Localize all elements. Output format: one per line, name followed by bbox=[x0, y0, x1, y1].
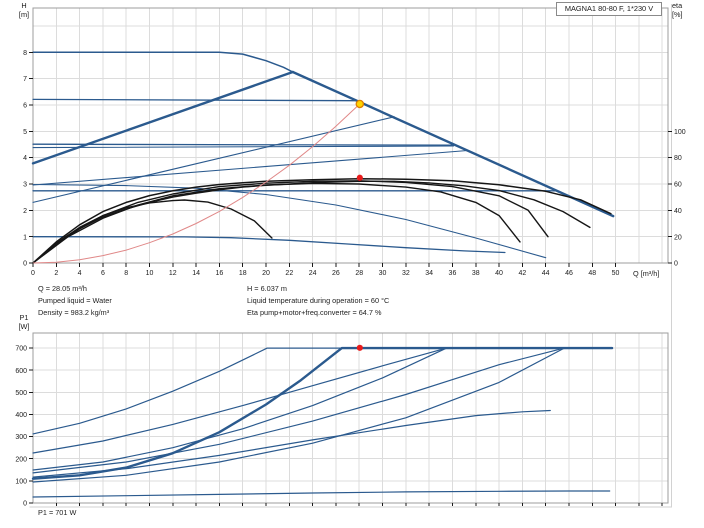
max-curve-rise bbox=[31, 70, 294, 165]
power-flow-chart: 0 100 200 300 400 500 600 700 bbox=[15, 332, 669, 508]
power-flow-chart-border bbox=[32, 332, 669, 504]
duty-head-readout: H = 6.037 m bbox=[247, 284, 287, 293]
power-curve-2 bbox=[32, 347, 343, 435]
eta-curve-3 bbox=[32, 182, 521, 264]
q-axis-label: Q [m³/h] bbox=[633, 269, 660, 278]
head-flow-chart-grid bbox=[33, 8, 668, 263]
tick-label: 30 bbox=[379, 270, 387, 277]
power-flow-ticks bbox=[29, 347, 663, 506]
tick-label: 42 bbox=[518, 270, 526, 277]
panel-outer-frame bbox=[29, 4, 672, 508]
eta-curve-5 bbox=[32, 180, 591, 264]
h-axis-label: H [m] bbox=[18, 1, 30, 19]
eta-point-marker[interactable] bbox=[356, 174, 363, 181]
tick-label: 700 bbox=[15, 346, 27, 353]
eta-curve-1 bbox=[32, 177, 612, 264]
power-max-curve bbox=[31, 346, 614, 480]
eta-total-readout: Eta pump+motor+freq.converter = 64.7 % bbox=[247, 308, 382, 317]
power-curve-4 bbox=[32, 347, 448, 471]
head-flow-chart-border bbox=[32, 7, 669, 264]
tick-label: 14 bbox=[192, 270, 200, 277]
eta-axis-label: eta [%] bbox=[672, 1, 683, 19]
tick-label: 4 bbox=[78, 270, 82, 277]
tick-label: 400 bbox=[15, 412, 27, 419]
power-curve-7 bbox=[32, 347, 565, 483]
tick-label: 600 bbox=[15, 368, 27, 375]
tick-label: 5 bbox=[23, 129, 27, 136]
tick-label: 40 bbox=[495, 270, 503, 277]
tick-label: 12 bbox=[169, 270, 177, 277]
power-curve-5 bbox=[32, 347, 565, 474]
const-pressure-4.5 bbox=[32, 143, 455, 146]
density-readout: Density = 983.2 kg/m³ bbox=[38, 308, 110, 317]
tick-label: 48 bbox=[588, 270, 596, 277]
const-pressure-6.2 bbox=[32, 98, 356, 102]
tick-label: 8 bbox=[23, 50, 27, 57]
tick-label: 46 bbox=[565, 270, 573, 277]
tick-label: 7 bbox=[23, 76, 27, 83]
tick-label: 2 bbox=[23, 208, 27, 215]
prop-pressure-4.4 bbox=[32, 145, 455, 149]
duty-point-marker[interactable] bbox=[355, 99, 365, 109]
tick-label: 10 bbox=[146, 270, 154, 277]
tick-label: 3 bbox=[23, 182, 27, 189]
tick-label: 6 bbox=[101, 270, 105, 277]
prop-pressure-2.3 bbox=[32, 116, 395, 203]
tick-label: 60 bbox=[674, 182, 682, 189]
head-flow-ticks bbox=[29, 51, 672, 267]
tick-label: 200 bbox=[15, 456, 27, 463]
pump-title-box: MAGNA1 80-80 F, 1*230 V bbox=[556, 2, 662, 16]
tick-label: 500 bbox=[15, 390, 27, 397]
pumped-liquid-readout: Pumped liquid = Water bbox=[38, 296, 112, 305]
tick-label: 6 bbox=[23, 103, 27, 110]
liquid-temp-readout: Liquid temperature during operation = 60… bbox=[247, 296, 390, 305]
system-curve bbox=[32, 103, 361, 264]
prop-pressure-3.0 bbox=[32, 149, 469, 186]
max-curve-descent bbox=[291, 70, 615, 218]
tick-label: 2 bbox=[54, 270, 58, 277]
power-readout: P1 = 701 W bbox=[38, 508, 77, 517]
power-min-curve bbox=[32, 490, 611, 498]
tick-label: 24 bbox=[309, 270, 317, 277]
tick-label: 34 bbox=[425, 270, 433, 277]
tick-label: 18 bbox=[239, 270, 247, 277]
power-curve-3 bbox=[32, 347, 448, 454]
tick-label: 1 bbox=[23, 234, 27, 241]
tick-label: 0 bbox=[31, 270, 35, 277]
p1-axis-label: P1 [W] bbox=[18, 313, 30, 331]
power-curve-6 bbox=[32, 409, 551, 478]
tick-label: 22 bbox=[285, 270, 293, 277]
max-curve-flat bbox=[32, 51, 294, 73]
power-flow-chart-grid bbox=[33, 333, 668, 503]
tick-label: 36 bbox=[449, 270, 457, 277]
power-point-marker[interactable] bbox=[356, 344, 363, 351]
tick-label: 26 bbox=[332, 270, 340, 277]
tick-label: 50 bbox=[612, 270, 620, 277]
speed-curve-low bbox=[32, 183, 547, 259]
tick-label: 0 bbox=[674, 261, 678, 268]
tick-label: 20 bbox=[674, 234, 682, 241]
tick-label: 0 bbox=[23, 261, 27, 268]
tick-label: 44 bbox=[542, 270, 550, 277]
tick-label: 80 bbox=[674, 155, 682, 162]
tick-label: 0 bbox=[23, 501, 27, 508]
tick-label: 32 bbox=[402, 270, 410, 277]
tick-label: 300 bbox=[15, 434, 27, 441]
eta-curve-4 bbox=[32, 180, 549, 264]
tick-label: 28 bbox=[355, 270, 363, 277]
tick-label: 38 bbox=[472, 270, 480, 277]
tick-label: 4 bbox=[23, 155, 27, 162]
tick-label: 40 bbox=[674, 208, 682, 215]
tick-label: 20 bbox=[262, 270, 270, 277]
tick-label: 16 bbox=[216, 270, 224, 277]
min-curve bbox=[32, 236, 506, 254]
tick-label: 100 bbox=[15, 478, 27, 485]
tick-label: 8 bbox=[124, 270, 128, 277]
tick-label: 100 bbox=[674, 129, 686, 136]
eta-curve-2 bbox=[32, 199, 273, 264]
duty-flow-readout: Q = 28.05 m³/h bbox=[38, 284, 87, 293]
